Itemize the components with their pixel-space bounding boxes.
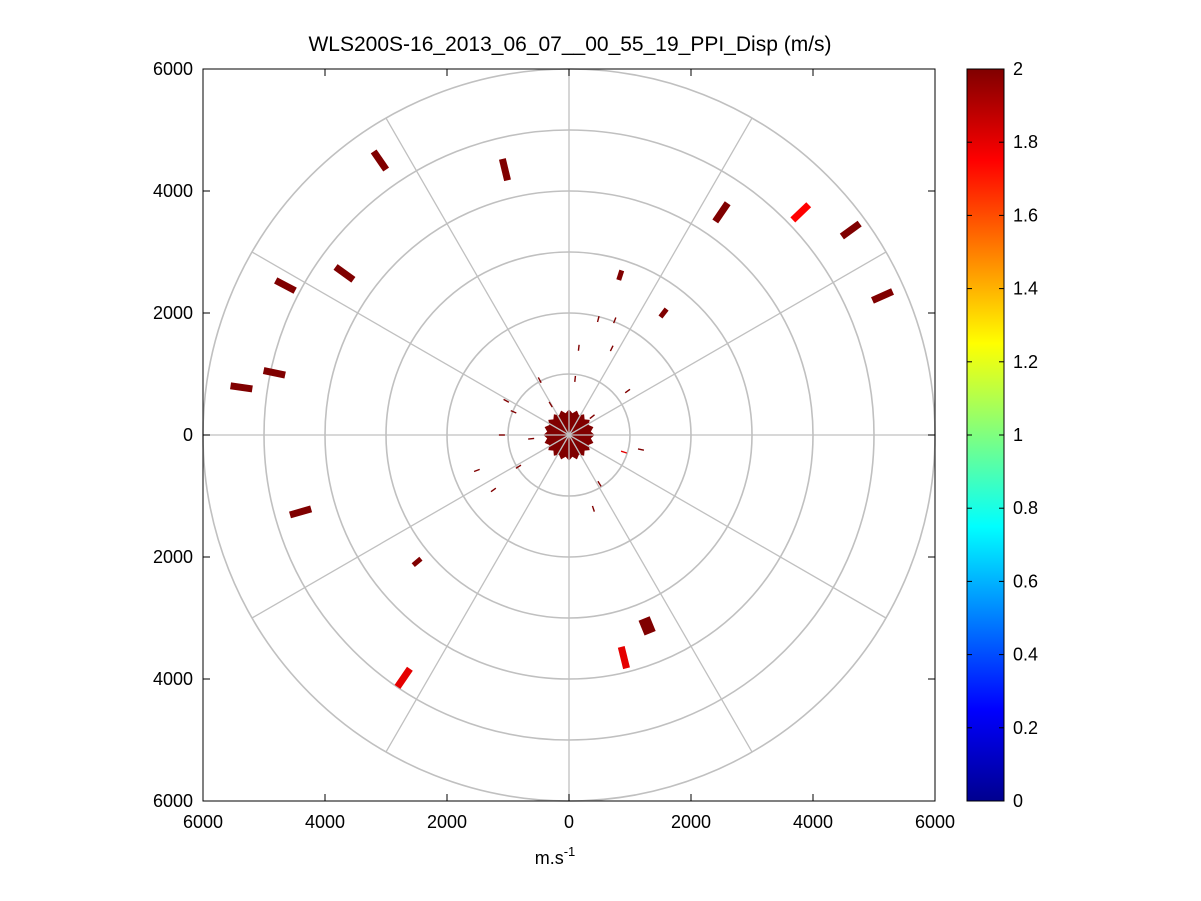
blob-spoke — [555, 434, 570, 458]
data-point — [596, 316, 600, 323]
data-point — [658, 307, 669, 319]
data-point — [548, 401, 553, 408]
blob-spoke — [568, 412, 583, 436]
radial-spoke — [385, 117, 570, 436]
data-point — [616, 269, 625, 281]
data-point — [617, 646, 630, 670]
data-point — [473, 468, 480, 473]
x-axis-label: m.s-1 — [535, 844, 576, 868]
data-point — [574, 375, 577, 382]
y-tick-label: 2000 — [153, 303, 193, 323]
y-tick-label: 4000 — [153, 181, 193, 201]
colorbar-tick-label: 0.2 — [1013, 718, 1038, 738]
colorbar-tick-label: 0.8 — [1013, 498, 1038, 518]
colorbar-ticks: 0 0.2 0.4 0.6 0.8 1 1.2 1.4 1.6 1.8 2 — [967, 59, 1038, 811]
colorbar-tick-label: 0.6 — [1013, 571, 1038, 591]
radial-spoke — [568, 117, 753, 436]
data-point — [411, 556, 423, 568]
data-point — [510, 410, 517, 414]
y-tick-label: 6000 — [153, 791, 193, 811]
colorbar-tick-label: 1 — [1013, 425, 1023, 445]
radial-spoke — [251, 434, 570, 619]
blob-spoke — [555, 412, 570, 436]
radial-spoke — [385, 434, 570, 753]
axis-ticks: 6000 4000 2000 0 2000 4000 6000600040002000020… — [153, 59, 955, 832]
data-point — [638, 616, 656, 636]
colorbar-tick-label: 1.2 — [1013, 352, 1038, 372]
data-point — [624, 388, 631, 394]
x-tick-label: 2000 — [427, 812, 467, 832]
data-point — [370, 149, 390, 172]
x-tick-label: 6000 — [183, 812, 223, 832]
data-point — [589, 414, 595, 420]
data-point — [289, 505, 313, 519]
x-tick-label: 4000 — [305, 812, 345, 832]
data-point — [712, 201, 731, 224]
blob-spoke — [568, 434, 592, 449]
data-point — [528, 437, 535, 440]
data-point — [620, 450, 627, 454]
radial-spoke — [568, 434, 753, 753]
colorbar: 0 0.2 0.4 0.6 0.8 1 1.2 1.4 1.6 1.8 2 — [966, 59, 1038, 811]
data-point — [394, 666, 413, 689]
data-point — [537, 377, 542, 384]
data-point — [612, 317, 617, 324]
colorbar-gradient — [967, 69, 1004, 801]
data-point — [515, 464, 522, 469]
data-point — [333, 264, 356, 283]
colorbar-tick-label: 1.6 — [1013, 205, 1038, 225]
colorbar-tick-label: 0.4 — [1013, 645, 1038, 665]
data-point — [498, 434, 505, 436]
x-tick-label: 6000 — [915, 812, 955, 832]
plot-area: 6000 4000 2000 0 2000 4000 6000600040002000020… — [153, 59, 955, 832]
colorbar-tick-label: 2 — [1013, 59, 1023, 79]
radial-spoke — [568, 251, 887, 436]
data-point — [871, 288, 894, 304]
data-point — [274, 277, 297, 294]
chart-title: WLS200S-16_2013_06_07__00_55_19_PPI_Disp… — [308, 33, 831, 56]
blob-spoke — [568, 434, 583, 458]
radial-spoke — [251, 251, 570, 436]
x-tick-label: 2000 — [671, 812, 711, 832]
data-point — [790, 202, 812, 223]
x-tick-label: 4000 — [793, 812, 833, 832]
x-axis-label-exponent: -1 — [564, 844, 576, 859]
data-point — [637, 448, 645, 451]
x-axis-label-base: m.s — [535, 848, 564, 868]
data-point — [490, 487, 497, 493]
colorbar-tick-label: 0 — [1013, 791, 1023, 811]
radial-spoke — [568, 434, 887, 619]
data-point — [498, 158, 511, 182]
y-tick-label: 4000 — [153, 669, 193, 689]
data-point — [597, 480, 602, 487]
data-point — [230, 382, 253, 393]
data-point — [609, 345, 614, 352]
blob-spoke — [568, 421, 592, 436]
blob-spoke — [546, 434, 570, 449]
data-layer — [230, 149, 894, 689]
data-point — [503, 398, 510, 403]
data-point — [577, 344, 580, 351]
data-point — [839, 220, 862, 240]
colorbar-tick-label: 1.4 — [1013, 279, 1038, 299]
x-tick-label: 0 — [564, 812, 574, 832]
blob-spoke — [546, 421, 570, 436]
y-tick-label: 2000 — [153, 547, 193, 567]
data-point — [591, 505, 596, 512]
y-tick-label: 0 — [183, 425, 193, 445]
data-point — [262, 367, 286, 379]
colorbar-tick-label: 1.8 — [1013, 132, 1038, 152]
y-tick-label: 6000 — [153, 59, 193, 79]
